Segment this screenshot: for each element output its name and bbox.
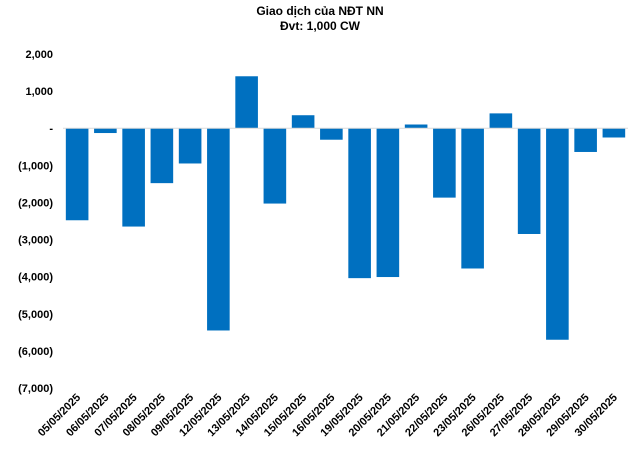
y-tick-label: 1,000	[25, 86, 53, 98]
chart-subtitle: Đvt: 1,000 CW	[279, 19, 361, 33]
bar-08/05/2025	[150, 128, 174, 184]
y-tick-label: (3,000)	[18, 235, 53, 247]
bar-07/05/2025	[122, 128, 145, 227]
y-tick-label: (5,000)	[18, 309, 53, 321]
bar-06/05/2025	[94, 128, 117, 134]
bar-20/05/2025	[376, 128, 400, 278]
bar-23/05/2025	[461, 128, 484, 269]
bars-group	[65, 76, 626, 340]
y-tick-label: (4,000)	[18, 272, 53, 284]
bar-29/05/2025	[574, 128, 597, 152]
x-axis: 05/05/202506/05/202507/05/202508/05/2025…	[36, 392, 620, 439]
y-tick-label: (2,000)	[18, 197, 53, 209]
bar-05/05/2025	[65, 128, 89, 221]
bar-26/05/2025	[489, 113, 513, 129]
bar-12/05/2025	[207, 128, 230, 331]
y-tick-label: (1,000)	[18, 160, 53, 172]
bar-27/05/2025	[517, 128, 541, 234]
chart-title: Giao dịch của NĐT NN	[256, 4, 384, 18]
bar-16/05/2025	[320, 128, 343, 140]
bar-09/05/2025	[178, 128, 202, 164]
y-tick-label: 2,000	[25, 49, 53, 61]
bar-21/05/2025	[404, 124, 428, 129]
bar-22/05/2025	[433, 128, 456, 198]
bar-28/05/2025	[546, 128, 569, 340]
bar-19/05/2025	[348, 128, 371, 279]
bar-30/05/2025	[602, 128, 626, 138]
y-tick-label: (6,000)	[18, 346, 53, 358]
y-axis: 2,000 1,000 - (1,000) (2,000) (3,000) (4,000) (…	[18, 49, 53, 395]
y-tick-label: (7,000)	[18, 383, 53, 395]
bar-13/05/2025	[235, 76, 258, 129]
y-tick-label: -	[49, 123, 53, 135]
bar-14/05/2025	[263, 128, 287, 204]
bar-15/05/2025	[291, 115, 315, 129]
